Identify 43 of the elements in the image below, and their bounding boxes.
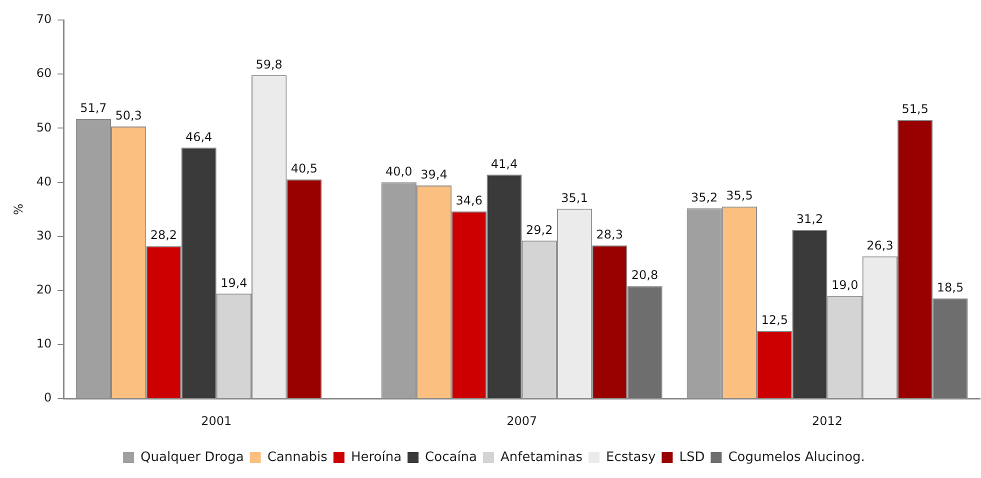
y-axis-title: % — [11, 204, 26, 216]
data-label: 46,4 — [185, 130, 212, 144]
y-tick-label: 30 — [36, 228, 52, 242]
data-label: 28,2 — [150, 228, 178, 242]
y-tick-label: 10 — [36, 336, 52, 351]
data-label: 51,7 — [80, 101, 107, 116]
data-label: 31,2 — [796, 212, 824, 226]
data-label: 18,5 — [936, 280, 964, 295]
data-label: 50,3 — [115, 108, 142, 123]
data-label: 26,3 — [866, 238, 894, 252]
data-label: 34,6 — [456, 194, 483, 208]
legend-label: Anfetaminas — [500, 450, 583, 465]
data-label: 29,2 — [526, 222, 553, 237]
data-label: 12,5 — [761, 313, 788, 328]
x-tick-label: 2001 — [201, 414, 232, 428]
y-tick-label: 0 — [44, 390, 52, 405]
data-label: 39,4 — [420, 168, 448, 182]
legend-label: Qualquer Droga — [140, 450, 244, 465]
data-label: 59,8 — [256, 57, 282, 72]
data-label: 40,5 — [290, 162, 318, 176]
data-label: 35,2 — [690, 190, 718, 204]
y-tick-label: 40 — [36, 174, 52, 188]
data-label: 28,3 — [596, 228, 624, 242]
data-label: 40,0 — [386, 164, 412, 178]
data-label: 35,1 — [561, 190, 588, 205]
y-tick-label: 20 — [36, 282, 52, 297]
legend-label: Ecstasy — [606, 450, 656, 465]
y-tick-label: 60 — [36, 66, 52, 80]
data-label: 19,0 — [831, 278, 858, 292]
x-tick-label: 2007 — [506, 414, 538, 428]
legend-label: Heroína — [350, 450, 402, 465]
y-tick-label: 50 — [36, 120, 52, 134]
y-tick-label: 70 — [36, 12, 52, 26]
data-label: 41,4 — [490, 156, 518, 171]
data-label: 20,8 — [631, 268, 658, 282]
legend-label: Cocaína — [425, 450, 478, 465]
legend-label: LSD — [679, 450, 705, 465]
legend-label: Cannabis — [267, 450, 328, 465]
legend-label: Cogumelos Alucinog. — [728, 450, 865, 465]
data-label: 19,4 — [220, 276, 248, 290]
x-tick-label: 2012 — [812, 414, 843, 428]
data-label: 51,5 — [902, 102, 928, 116]
data-label: 35,5 — [726, 188, 753, 203]
